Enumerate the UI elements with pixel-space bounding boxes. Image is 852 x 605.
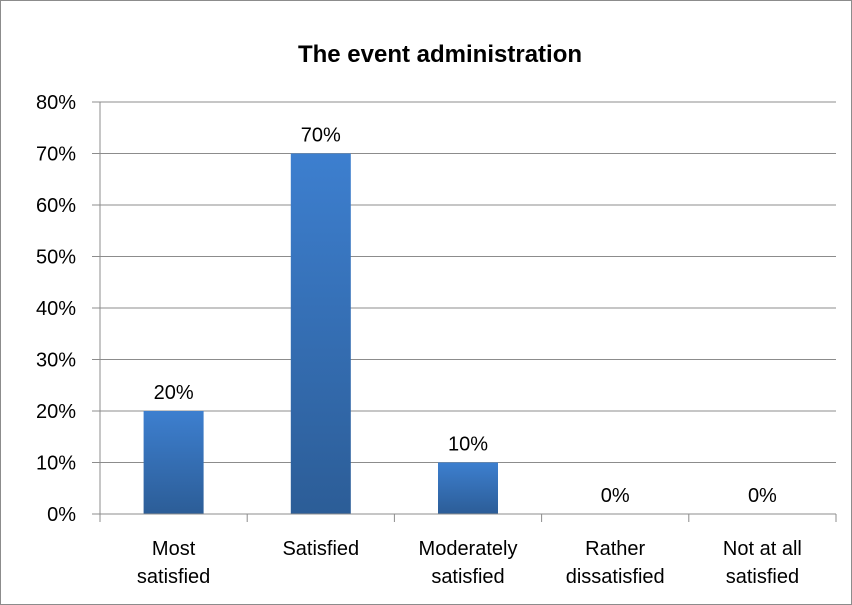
labels: 0% 10% 20% 30% 40% 50% 60% 70% 80% 20% Most satisfi… (36, 92, 802, 588)
bar (290, 153, 351, 514)
grid-lines (100, 101, 836, 463)
bar (438, 462, 498, 514)
y-tick-label: 0% (47, 504, 76, 526)
category-label: Most (152, 538, 196, 560)
category-label: Moderately (419, 538, 518, 560)
category-label: dissatisfied (566, 566, 665, 588)
y-tick-label: 40% (36, 298, 76, 320)
category-label: satisfied (137, 566, 210, 588)
y-tick-label: 60% (36, 195, 76, 217)
y-tick-label: 20% (36, 401, 76, 423)
category-label: satisfied (431, 566, 504, 588)
axes (92, 101, 837, 522)
bars (143, 153, 498, 514)
data-label: 0% (601, 485, 630, 507)
category-label: Rather (585, 538, 645, 560)
bar (143, 411, 204, 514)
y-tick-label: 70% (36, 144, 76, 166)
data-label: 0% (748, 485, 777, 507)
chart-title: The event administration (298, 41, 582, 68)
data-label: 20% (154, 382, 194, 404)
data-label: 70% (301, 125, 341, 147)
y-tick-label: 10% (36, 453, 76, 475)
y-tick-label: 80% (36, 92, 76, 114)
category-label: satisfied (726, 566, 799, 588)
category-label: Not at all (723, 538, 802, 560)
data-label: 10% (448, 434, 488, 456)
y-tick-label: 30% (36, 350, 76, 372)
category-label: Satisfied (282, 538, 359, 560)
y-tick-label: 50% (36, 247, 76, 269)
